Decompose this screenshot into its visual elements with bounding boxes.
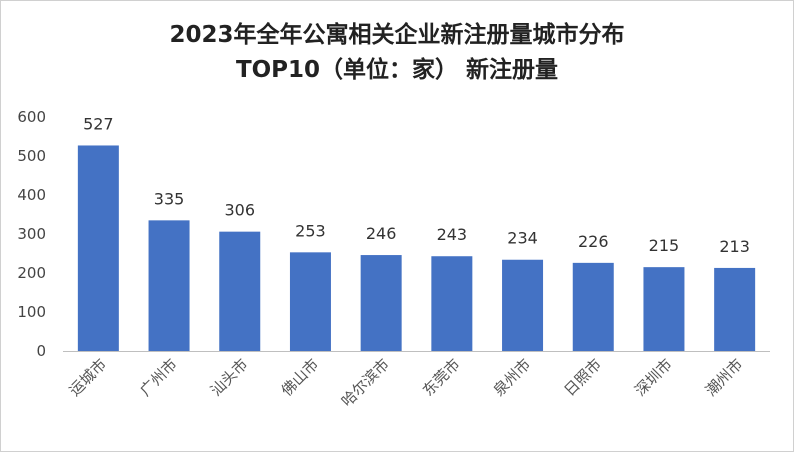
chart-subtitle: TOP10（单位：家） 新注册量 <box>235 57 559 83</box>
bar <box>502 259 544 351</box>
data-label: 234 <box>507 229 538 248</box>
bars-group <box>77 145 756 351</box>
bar <box>643 267 685 351</box>
bar <box>572 262 614 351</box>
y-tick-label: 600 <box>17 108 46 126</box>
y-tick-label: 400 <box>17 186 46 204</box>
x-tick-label: 深圳市 <box>631 355 676 400</box>
bar <box>360 255 402 351</box>
x-tick-label: 佛山市 <box>278 355 323 400</box>
data-label: 335 <box>154 189 185 208</box>
x-tick-label: 潮州市 <box>702 355 747 400</box>
data-label: 243 <box>437 225 468 244</box>
x-tick-label: 运城市 <box>66 355 111 400</box>
data-label: 215 <box>649 236 680 255</box>
x-tick-label: 广州市 <box>136 355 181 400</box>
y-tick-label: 100 <box>17 303 46 321</box>
data-label: 246 <box>366 224 397 243</box>
bar <box>431 256 473 351</box>
bar <box>77 145 119 351</box>
x-axis: 运城市 广州市 汕头市 佛山市 哈尔滨市 东莞市 泉州市 日照市 深圳市 潮州市 <box>66 355 747 410</box>
y-tick-label: 300 <box>17 225 46 243</box>
y-tick-label: 0 <box>36 342 46 360</box>
bar <box>289 252 331 351</box>
data-label: 213 <box>719 237 750 256</box>
data-labels-group: 527 335 306 253 246 243 234 226 215 213 <box>83 114 750 255</box>
bar <box>714 267 756 351</box>
x-tick-label: 日照市 <box>561 355 606 400</box>
y-tick-label: 200 <box>17 264 46 282</box>
chart-title: 2023年全年公寓相关企业新注册量城市分布 <box>169 22 625 48</box>
bar <box>219 231 261 351</box>
data-label: 226 <box>578 232 609 251</box>
y-tick-label: 500 <box>17 147 46 165</box>
data-label: 253 <box>295 221 326 240</box>
x-tick-label: 哈尔滨市 <box>338 355 393 410</box>
x-tick-label: 东莞市 <box>419 355 464 400</box>
data-label: 306 <box>224 201 255 220</box>
x-tick-label: 汕头市 <box>207 355 252 400</box>
y-axis: 0 100 200 300 400 500 600 <box>17 108 46 360</box>
bar <box>148 220 190 351</box>
data-label: 527 <box>83 114 114 133</box>
x-tick-label: 泉州市 <box>490 355 535 400</box>
